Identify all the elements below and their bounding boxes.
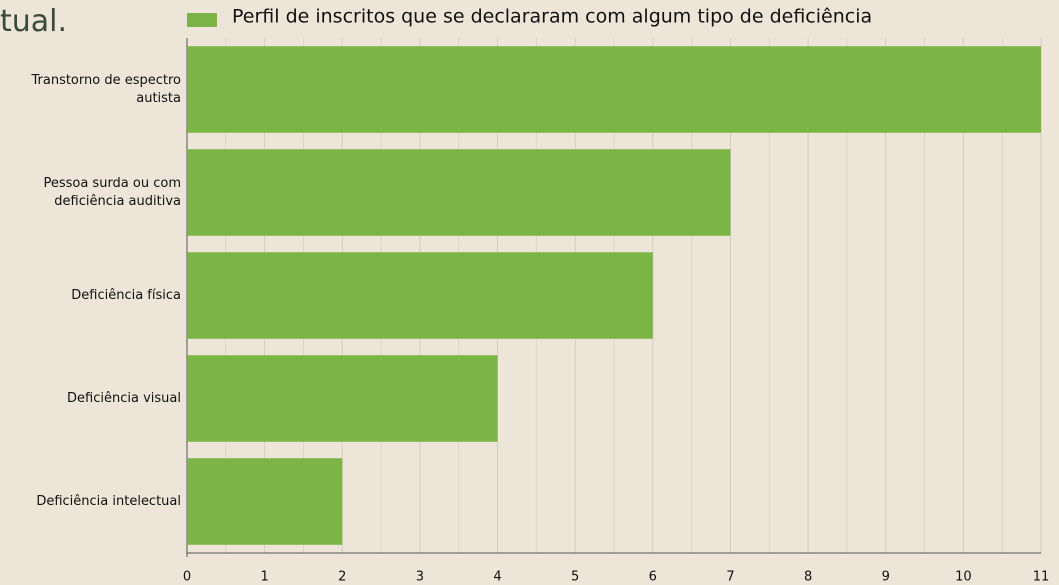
- y-tick-label: Transtorno de espectro autista: [31, 72, 181, 106]
- x-tick-label: 7: [726, 570, 734, 585]
- y-tick-label: Deficiência física: [71, 287, 181, 303]
- legend-label: Perfil de inscritos que se declararam co…: [232, 6, 872, 28]
- x-tick-label: 4: [493, 570, 501, 585]
- legend-swatch: [187, 13, 217, 27]
- x-tick-label: 9: [882, 570, 890, 585]
- y-tick-label: Pessoa surda ou com deficiência auditiva: [43, 175, 181, 209]
- x-tick-label: 6: [649, 570, 657, 585]
- x-tick-label: 0: [183, 570, 191, 585]
- bar: [187, 355, 498, 442]
- x-tick-label: 2: [338, 570, 346, 585]
- x-tick-label: 11: [1033, 570, 1050, 585]
- bar: [187, 458, 343, 545]
- y-tick-label: Deficiência visual: [67, 390, 181, 406]
- caption: tual.: [0, 4, 68, 39]
- x-tick-label: 10: [955, 570, 972, 585]
- x-tick-label: 3: [416, 570, 424, 585]
- x-tick-label: 5: [571, 570, 579, 585]
- y-tick-label: Deficiência intelectual: [36, 493, 181, 509]
- x-tick-label: 8: [804, 570, 812, 585]
- bar: [187, 252, 653, 339]
- bar: [187, 46, 1041, 133]
- bar: [187, 149, 731, 236]
- x-tick-label: 1: [260, 570, 268, 585]
